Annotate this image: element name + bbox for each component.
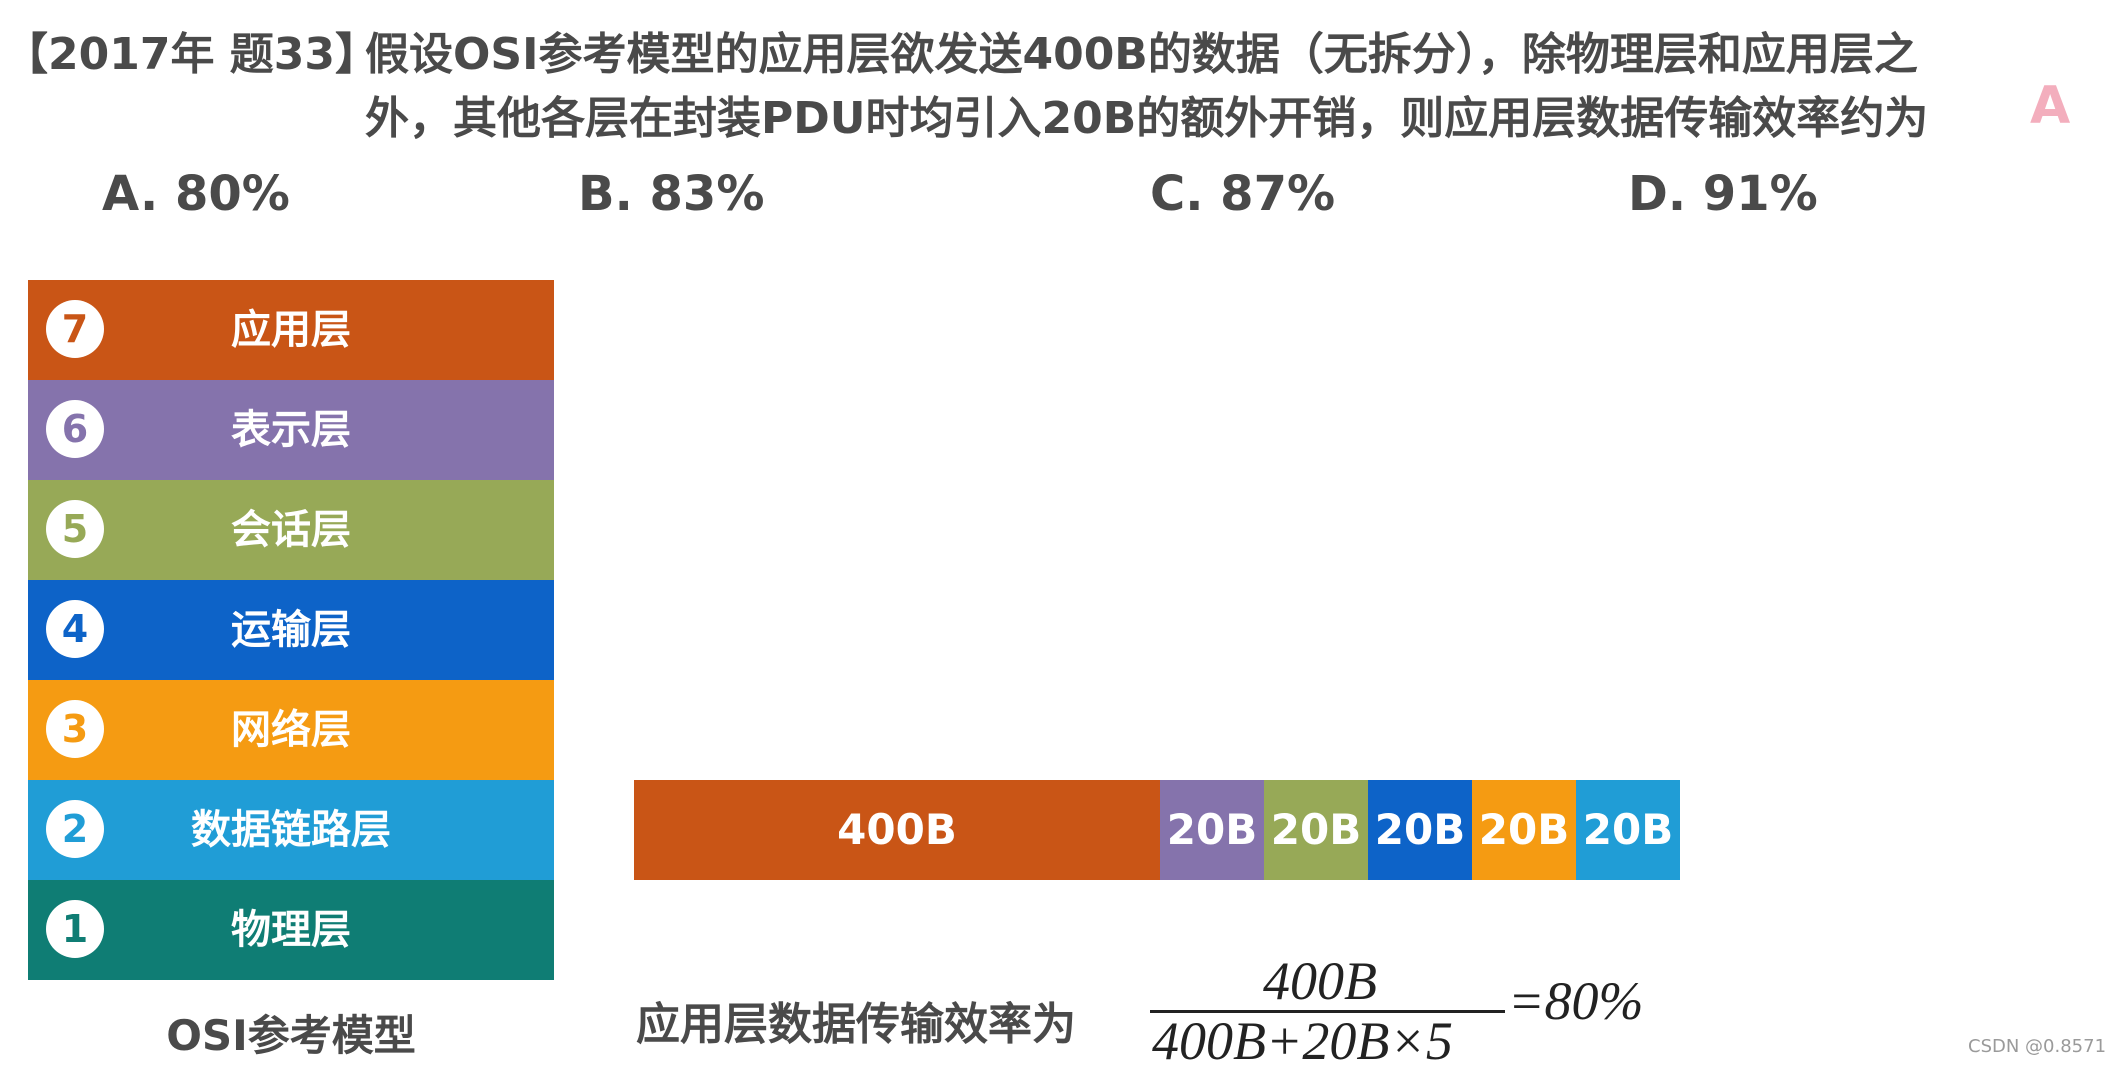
layer-number-badge: 2 xyxy=(46,800,104,858)
layer-name: 表示层 xyxy=(231,407,351,453)
osi-layer-6: 6 表示层 xyxy=(28,380,554,480)
pdu-segment-header-4: 20B xyxy=(1368,780,1472,880)
layer-number-badge: 7 xyxy=(46,300,104,358)
pdu-segment-data: 400B xyxy=(634,780,1160,880)
osi-model-stack: 7 应用层 6 表示层 5 会话层 4 运输层 3 网络层 2 数据链路层 1 … xyxy=(28,280,554,980)
layer-number-badge: 5 xyxy=(46,500,104,558)
layer-number-badge: 1 xyxy=(46,900,104,958)
option-a: A. 80% xyxy=(102,166,290,222)
answer-mark: A xyxy=(2030,76,2071,136)
layer-name: 应用层 xyxy=(231,307,351,353)
pdu-segment-header-2: 20B xyxy=(1576,780,1680,880)
fraction-bar xyxy=(1150,1010,1505,1013)
question-tag: 【2017年 题33】 xyxy=(4,29,380,80)
layer-name: 网络层 xyxy=(231,707,351,753)
pdu-segment-header-3: 20B xyxy=(1472,780,1576,880)
osi-layer-3: 3 网络层 xyxy=(28,680,554,780)
layer-name: 物理层 xyxy=(231,907,351,953)
layer-name: 会话层 xyxy=(231,507,351,553)
layer-number-badge: 4 xyxy=(46,600,104,658)
layer-name: 运输层 xyxy=(231,607,351,653)
osi-layer-2: 2 数据链路层 xyxy=(28,780,554,880)
formula-result: =80% xyxy=(1508,971,1644,1031)
layer-number-badge: 3 xyxy=(46,700,104,758)
formula-label: 应用层数据传输效率为 xyxy=(636,999,1076,1050)
option-d: D. 91% xyxy=(1628,166,1818,222)
osi-layer-5: 5 会话层 xyxy=(28,480,554,580)
watermark: CSDN @0.8571 xyxy=(1968,1036,2107,1057)
formula-denominator: 400B+20B×5 xyxy=(1152,1011,1453,1071)
layer-name: 数据链路层 xyxy=(191,807,391,853)
option-c: C. 87% xyxy=(1150,166,1336,222)
pdu-segment-header-6: 20B xyxy=(1160,780,1264,880)
question-line-1: 假设OSI参考模型的应用层欲发送400B的数据（无拆分），除物理层和应用层之 xyxy=(365,29,1918,80)
formula-numerator: 400B xyxy=(1263,951,1377,1011)
option-b: B. 83% xyxy=(578,166,765,222)
osi-layer-7: 7 应用层 xyxy=(28,280,554,380)
pdu-bar: 400B 20B 20B 20B 20B 20B xyxy=(634,780,1680,880)
osi-layer-4: 4 运输层 xyxy=(28,580,554,680)
question-line-2: 外，其他各层在封装PDU时均引入20B的额外开销，则应用层数据传输效率约为 xyxy=(365,93,1929,144)
osi-model-caption: OSI参考模型 xyxy=(166,1011,416,1060)
osi-layer-1: 1 物理层 xyxy=(28,880,554,980)
layer-number-badge: 6 xyxy=(46,400,104,458)
pdu-segment-header-5: 20B xyxy=(1264,780,1368,880)
